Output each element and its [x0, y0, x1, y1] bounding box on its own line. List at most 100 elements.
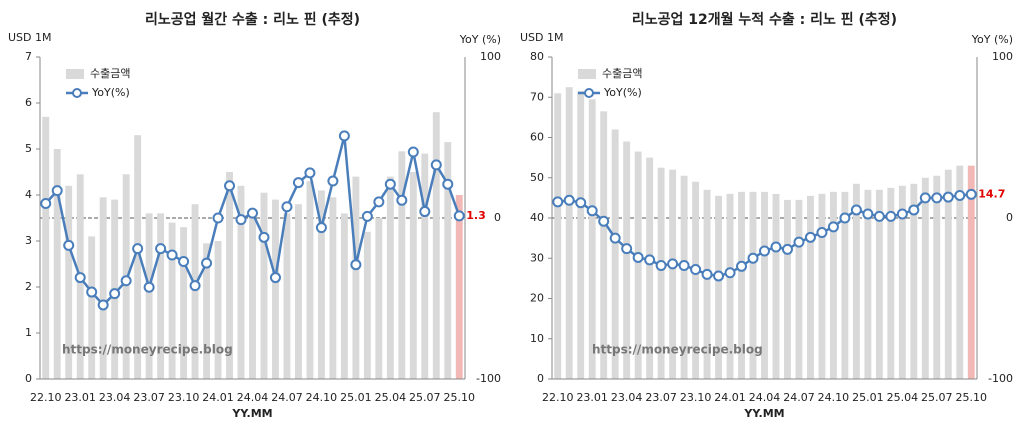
legend-label: 수출금액	[602, 67, 642, 80]
line-marker	[224, 180, 236, 192]
bar	[807, 195, 814, 379]
bar	[944, 169, 952, 379]
line-marker	[201, 257, 213, 269]
x-tick-label: 24.10	[306, 391, 338, 404]
bar	[875, 189, 883, 379]
y-tick-label: 2	[25, 280, 32, 293]
bar	[795, 199, 803, 379]
data-label: 1.3	[466, 209, 486, 222]
bar	[99, 197, 107, 379]
line-marker	[644, 254, 656, 266]
bar	[203, 243, 210, 379]
line-marker	[51, 185, 63, 197]
x-tick-label: 25.04	[887, 391, 919, 404]
bar	[134, 135, 142, 379]
line-marker	[315, 222, 327, 234]
line-marker	[430, 159, 442, 171]
line-marker	[407, 146, 419, 158]
y2-tick-label: -100	[476, 372, 501, 385]
bar	[180, 227, 188, 379]
bar	[283, 213, 291, 379]
line-marker	[839, 212, 851, 224]
line-marker	[384, 178, 396, 190]
line-marker	[212, 212, 224, 224]
bar	[565, 87, 573, 379]
x-tick-label: 25.04	[375, 391, 407, 404]
x-tick-label: 24.01	[202, 391, 234, 404]
line-marker	[632, 251, 644, 263]
line-marker	[862, 208, 874, 220]
line-marker	[178, 255, 190, 267]
bar	[53, 149, 61, 379]
bar	[829, 191, 837, 379]
bar	[191, 204, 199, 379]
bar	[157, 213, 165, 379]
x-tick-label: 24.04	[237, 391, 269, 404]
line-marker	[373, 196, 385, 208]
x-tick-label: 23.04	[99, 391, 131, 404]
bar	[646, 157, 654, 379]
y-tick-label: 60	[530, 131, 544, 144]
legend-swatch	[578, 69, 596, 79]
line-marker	[873, 210, 885, 222]
legend-label: YoY(%)	[603, 86, 642, 99]
line-marker	[655, 259, 667, 271]
bar	[738, 191, 745, 379]
bar	[375, 218, 383, 379]
line-marker	[896, 208, 908, 220]
bar	[841, 191, 849, 379]
x-tick-label: 24.01	[714, 391, 746, 404]
bar	[910, 183, 918, 379]
y-axis-label: USD 1M	[520, 31, 564, 44]
line-marker	[361, 210, 373, 222]
line-marker	[713, 270, 725, 282]
line-marker	[678, 259, 690, 271]
bar	[421, 153, 429, 379]
chart-panel: 리노공업 12개월 누적 수출 : 리노 핀 (추정) USD 1M YoY (%)…	[520, 11, 1013, 420]
bar	[715, 195, 722, 379]
data-label: 14.7	[978, 187, 1005, 200]
bar	[317, 190, 325, 379]
x-tick-label: 23.10	[168, 391, 200, 404]
x-axis-label: YY.MM	[743, 407, 784, 420]
y-tick-label: 70	[530, 90, 544, 103]
bar	[88, 236, 96, 379]
y-tick-label: 7	[25, 50, 32, 63]
line-marker	[292, 177, 304, 189]
line-marker	[166, 249, 178, 261]
watermark: https://moneyrecipe.blog	[592, 343, 763, 357]
y2-tick-label: 100	[480, 50, 501, 63]
bar	[295, 204, 302, 379]
bar	[864, 189, 872, 379]
legend-swatch	[72, 88, 82, 98]
line-marker	[419, 206, 431, 218]
bar	[726, 193, 734, 379]
bar	[588, 99, 596, 379]
bar	[933, 175, 941, 379]
chart-panel: 리노공업 월간 수출 : 리노 핀 (추정) USD 1M YoY (%) YY.MM…	[8, 11, 501, 420]
bar	[226, 172, 233, 379]
line-marker	[586, 205, 598, 217]
line-marker	[120, 275, 132, 287]
line-marker	[552, 196, 564, 208]
bar	[669, 169, 677, 379]
x-tick-label: 22.10	[542, 391, 574, 404]
x-tick-label: 23.01	[64, 391, 96, 404]
bar	[455, 195, 463, 379]
line-marker	[575, 197, 587, 209]
bar	[692, 181, 700, 379]
y-tick-label: 6	[25, 96, 32, 109]
line-marker	[563, 194, 575, 206]
line-marker	[816, 226, 828, 238]
y2-axis-label: YoY (%)	[459, 33, 501, 46]
bar	[577, 91, 585, 380]
line-marker	[793, 236, 805, 248]
line-marker	[609, 232, 621, 244]
line-marker	[690, 264, 702, 276]
bar	[887, 187, 895, 379]
line-marker	[143, 281, 155, 293]
bar	[967, 165, 975, 379]
line-marker	[247, 207, 258, 219]
x-tick-label: 25.01	[340, 391, 372, 404]
